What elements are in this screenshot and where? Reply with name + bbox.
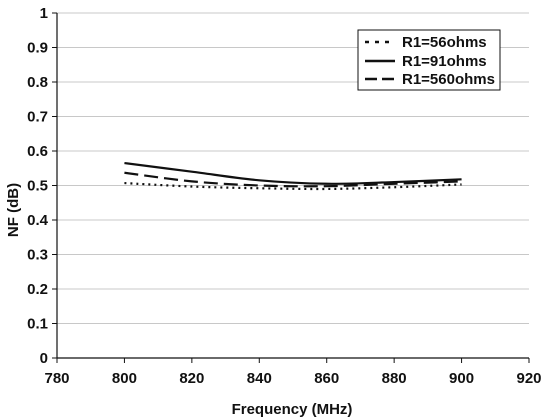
x-tick-label: 860 (314, 370, 339, 387)
series-line-r1-91ohms (124, 161, 462, 185)
series-line-r1-560ohms (124, 171, 462, 188)
x-tick-labels: 780 800 820 840 860 880 900 920 (44, 370, 541, 387)
y-tick-label: 0.2 (27, 281, 48, 298)
y-tick-label: 0.1 (27, 316, 48, 333)
y-tick-label: 0.9 (27, 40, 48, 57)
x-tick-label: 800 (112, 370, 137, 387)
y-tick-labels: 0 0.1 0.2 0.3 0.4 0.5 0.6 0.7 0.8 0.9 1 (27, 5, 49, 367)
y-tick-label: 0.8 (27, 74, 48, 91)
legend: R1=56ohms R1=91ohms R1=560ohms (357, 29, 501, 91)
legend-box (357, 29, 501, 91)
series-lines (124, 161, 462, 191)
series-line-r1-56ohms (124, 181, 462, 191)
y-axis-label: NF (dB) (5, 183, 22, 237)
y-tick-label: 0.3 (27, 247, 48, 264)
x-tick-label: 780 (44, 370, 69, 387)
y-tick-label: 0 (40, 350, 48, 367)
y-tick-label: 1 (40, 5, 48, 22)
legend-label-56ohms: R1=56ohms (402, 34, 487, 51)
y-tick-label: 0.5 (27, 178, 48, 195)
x-tick-label: 900 (449, 370, 474, 387)
x-axis-label: Frequency (MHz) (232, 401, 353, 418)
legend-label-91ohms: R1=91ohms (402, 53, 487, 70)
y-tick-label: 0.7 (27, 109, 48, 126)
x-tick-label: 840 (247, 370, 272, 387)
legend-label-560ohms: R1=560ohms (402, 71, 495, 88)
x-tick-label: 880 (382, 370, 407, 387)
y-tick-label: 0.6 (27, 143, 48, 160)
x-tick-label: 820 (179, 370, 204, 387)
y-tick-label: 0.4 (27, 212, 49, 229)
axes (52, 12, 530, 363)
x-tick-label: 920 (516, 370, 541, 387)
